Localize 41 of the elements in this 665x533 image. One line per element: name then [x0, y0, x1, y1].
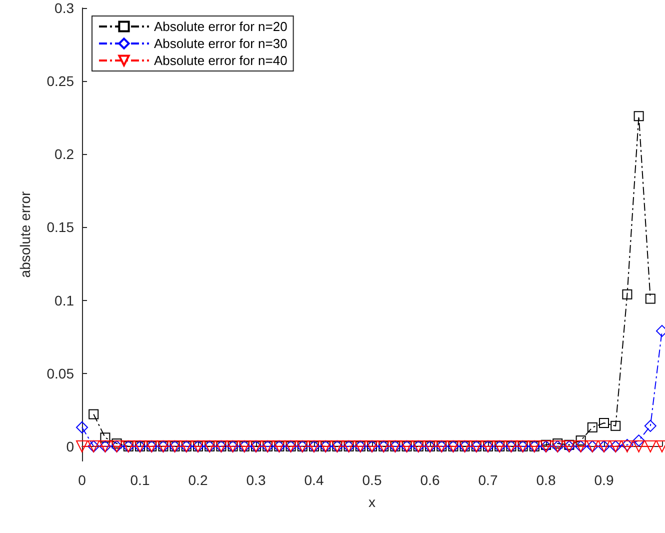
point — [564, 440, 574, 450]
point — [645, 294, 656, 304]
point — [632, 440, 645, 452]
x-axis-title: x — [368, 494, 376, 510]
x-tick-label: 0.9 — [594, 472, 614, 488]
point — [76, 440, 88, 452]
point — [576, 436, 586, 446]
point — [112, 438, 122, 448]
y-tick-label: 0.15 — [46, 219, 74, 236]
point — [100, 432, 110, 443]
x-tick-label: 0.5 — [362, 472, 382, 488]
legend-label: Absolute error for n=30 — [154, 36, 288, 51]
x-tick-label: 0.1 — [130, 472, 150, 488]
y-axis-title: absolute error — [17, 190, 33, 278]
point — [541, 440, 551, 450]
y-tick-label: 0.05 — [46, 365, 74, 382]
point — [587, 422, 598, 432]
y-tick-label: 0 — [66, 438, 74, 454]
x-tick-label: 0.3 — [246, 472, 266, 488]
y-tick-label: 0.3 — [54, 0, 74, 16]
legend-label: Absolute error for n=20 — [154, 19, 288, 34]
point — [610, 420, 621, 431]
point — [552, 438, 563, 448]
point — [88, 409, 99, 420]
point — [644, 420, 656, 432]
x-tick-label: 0.2 — [188, 472, 208, 488]
point — [634, 111, 644, 122]
legend-label: Absolute error for n=40 — [154, 53, 288, 68]
x-tick-label: 0.4 — [304, 472, 324, 488]
point — [644, 440, 656, 452]
x-tick-label: 0.7 — [478, 472, 498, 488]
point — [622, 289, 632, 300]
x-tick-label: 0 — [78, 472, 86, 488]
x-tick-label: 0.8 — [536, 472, 556, 488]
point — [632, 434, 645, 447]
point — [76, 421, 88, 434]
y-tick-label: 0.1 — [54, 292, 74, 308]
x-tick-label: 0.6 — [420, 472, 440, 488]
y-tick-label: 0.2 — [54, 146, 74, 162]
point — [599, 418, 609, 428]
y-tick-label: 0.25 — [46, 73, 74, 90]
